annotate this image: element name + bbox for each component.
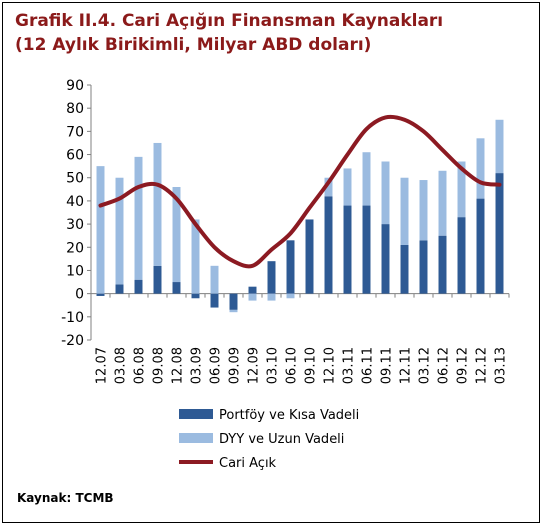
x-tick-label: 09.09 [228,347,243,384]
x-tick-label: 06.11 [361,347,376,384]
x-tick-label: 06.12 [437,347,452,384]
bar-dyy [476,138,485,199]
bar-dyy [210,265,219,294]
bar-dyy [191,219,200,294]
bar-portfoy [381,224,390,294]
bar-portfoy [172,282,181,294]
legend-label: Portföy ve Kısa Vadeli [219,408,359,423]
legend-item-dyy: DYY ve Uzun Vadeli [179,432,344,447]
bar-dyy [343,168,352,206]
bars-group [96,119,504,313]
bar-dyy [362,152,371,206]
y-tick-label: 10 [66,263,84,279]
y-tick-label: -20 [61,333,84,349]
bar-dyy [229,309,238,313]
bar-dyy [172,187,181,283]
x-tick-label: 03.10 [266,347,281,384]
bar-portfoy [267,261,276,294]
x-tick-label: 06.10 [285,347,300,384]
bar-portfoy [134,279,143,294]
legend-label: Cari Açık [219,456,277,471]
line-cari-acik [98,114,502,269]
title-line-2: (12 Aylık Birikimli, Milyar ABD doları) [15,35,372,55]
chart-title: Grafik II.4. Cari Açığın Finansman Kayna… [15,9,535,57]
bar-portfoy [419,240,428,294]
bar-dyy [115,177,124,285]
x-tick-label: 03.08 [114,347,129,384]
line-group [98,114,502,269]
source-note: Kaynak: TCMB [17,491,114,505]
bar-dyy [286,293,295,299]
y-tick-label: -10 [61,310,84,326]
title-line-1: Grafik II.4. Cari Açığın Finansman Kayna… [15,11,444,31]
x-tick-label: 12.08 [171,347,186,384]
y-tick-label: 60 [66,148,84,164]
bar-portfoy [343,205,352,294]
x-tick-label: 12.10 [323,347,338,384]
bar-portfoy [324,196,333,294]
bar-portfoy [476,198,485,294]
x-tick-labels: 12.07 03.08 06.08 09.08 12.08 03.09 06.09 09.09… [95,347,509,384]
bar-portfoy [229,293,238,310]
bar-dyy [96,166,105,294]
x-tick-label: 09.12 [456,347,471,384]
bar-portfoy [96,293,105,296]
x-tick-label: 12.12 [475,347,490,384]
y-tick-label: 40 [66,194,84,210]
y-tick-labels: -20 -10 0 10 20 30 40 50 60 70 80 90 [61,78,84,349]
bar-dyy [324,177,333,197]
bar-portfoy [495,173,504,294]
bar-portfoy [457,217,466,294]
bar-dyy [134,156,143,280]
x-tick-label: 12.09 [247,347,262,384]
bar-portfoy [400,244,409,294]
bar-dyy [419,180,428,241]
x-tick-label: 06.08 [133,347,148,384]
bar-portfoy [248,286,257,294]
y-tick-label: 80 [66,101,84,117]
y-tick-label: 90 [66,78,84,94]
x-tick-label: 09.10 [304,347,319,384]
bar-portfoy [362,205,371,294]
y-tick-label: 0 [75,287,84,303]
y-tick-label: 70 [66,124,84,140]
bar-portfoy [305,219,314,294]
bar-portfoy [210,293,219,308]
y-tick-label: 30 [66,217,84,233]
x-tick-label: 03.09 [190,347,205,384]
chart-svg: 12.07 03.08 06.08 09.08 12.08 03.09 06.09 09.09… [61,78,510,471]
bar-dyy [438,170,447,236]
bar-dyy [248,293,257,301]
bar-portfoy [153,265,162,294]
bar-portfoy [438,235,447,294]
x-tick-label: 09.11 [380,347,395,384]
bar-portfoy [286,240,295,294]
x-tick-label: 06.09 [209,347,224,384]
bar-dyy [495,119,504,174]
x-tick-label: 03.11 [342,347,357,384]
x-tick-label: 09.08 [152,347,167,384]
x-tick-label: 12.07 [95,347,110,384]
legend-swatch [179,433,213,443]
bar-portfoy [115,284,124,294]
x-tick-label: 03.12 [418,347,433,384]
bar-dyy [457,161,466,218]
bar-dyy [381,161,390,225]
legend-label: DYY ve Uzun Vadeli [219,432,344,447]
legend-item-portfoy: Portföy ve Kısa Vadeli [179,408,359,423]
x-tick-label: 12.11 [399,347,414,384]
bar-portfoy [191,293,200,299]
legend-item-cari: Cari Açık [179,456,277,471]
y-tick-label: 20 [66,240,84,256]
legend-swatch [179,409,213,419]
legend: Portföy ve Kısa Vadeli DYY ve Uzun Vadeli… [179,408,359,471]
bar-dyy [400,177,409,245]
chart-frame: Grafik II.4. Cari Açığın Finansman Kayna… [2,2,540,523]
x-tick-label: 03.13 [494,347,509,384]
bar-dyy [267,293,276,301]
bar-dyy [153,142,162,266]
y-tick-label: 50 [66,171,84,187]
